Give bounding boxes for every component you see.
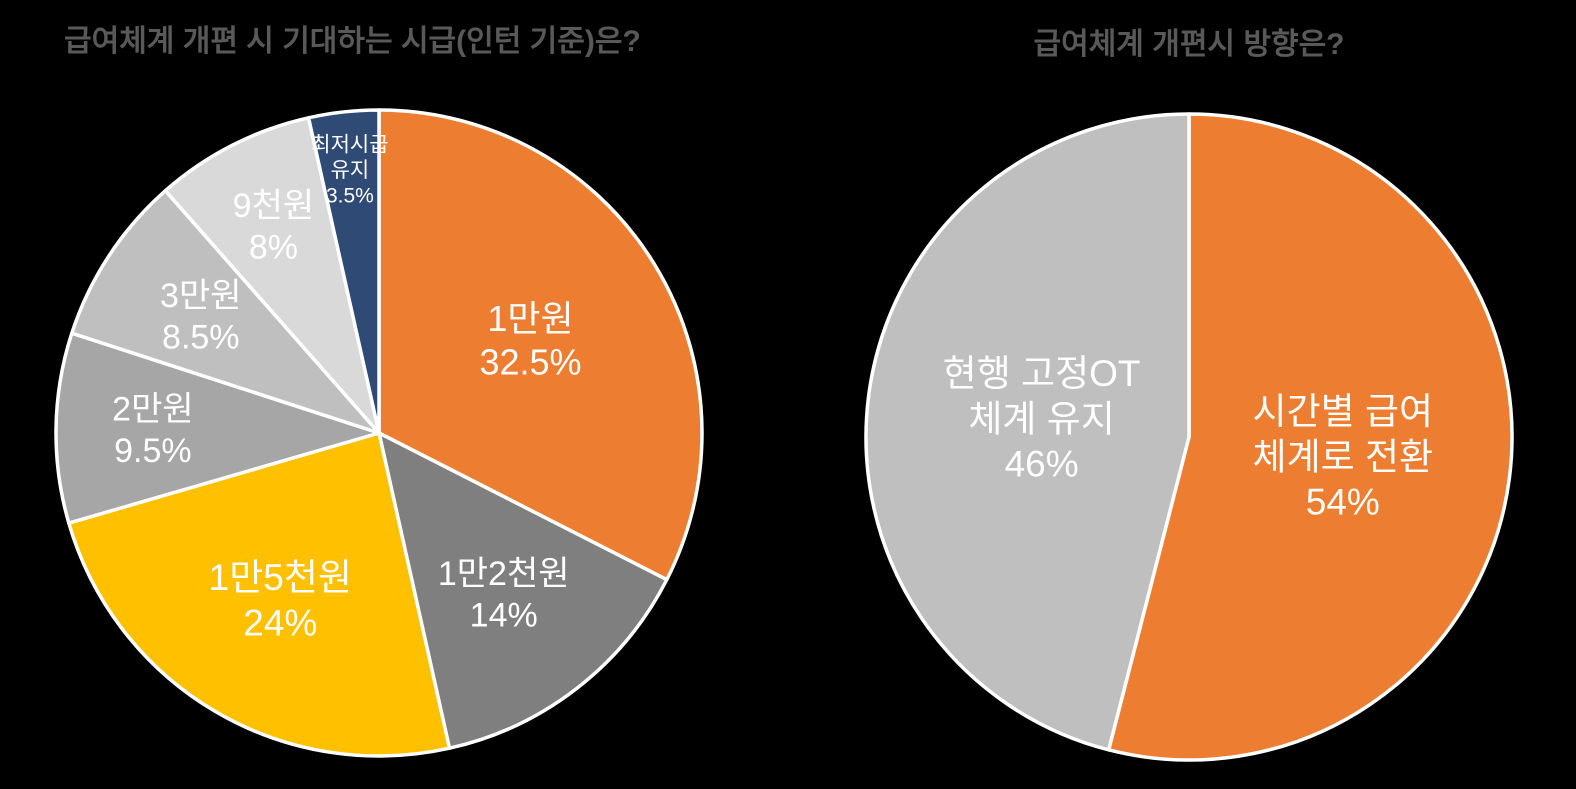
pie-slice-label: 최저시급 유지 3.5% bbox=[311, 133, 388, 207]
pie-slice-6: 최저시급 유지 3.5% bbox=[306, 108, 389, 435]
pie-slice-label: 3만원 8.5% bbox=[160, 277, 241, 357]
left-pie-chart: 1만원 32.5% 1만2천원 14% 1만5천원 24% 2만원 9.5% 3만원 8.5% 9천… bbox=[54, 108, 704, 758]
pie-slice-shape bbox=[1106, 112, 1514, 762]
right-pie-chart: 시간별 급여 체계로 전환 54% 현행 고정OT 체계 유지 46% bbox=[864, 112, 1514, 762]
pie-slice-label: 시간별 급여 체계로 전환 54% bbox=[1253, 391, 1433, 522]
pie-slice-shape bbox=[864, 112, 1191, 752]
pie-slice-0: 시간별 급여 체계로 전환 54% bbox=[1106, 112, 1514, 762]
pie-slice-label: 2만원 9.5% bbox=[112, 391, 193, 471]
pie-slice-shape bbox=[67, 431, 452, 758]
pie-slice-0: 1만원 32.5% bbox=[377, 108, 704, 582]
pie-slice-shape bbox=[377, 431, 669, 750]
pie-slice-1: 현행 고정OT 체계 유지 46% bbox=[864, 112, 1191, 752]
pie-slice-4: 3만원 8.5% bbox=[70, 188, 381, 435]
pie-slice-label: 1만5천원 24% bbox=[209, 557, 352, 643]
pie-slice-shape bbox=[54, 331, 381, 525]
pie-slice-2: 1만5천원 24% bbox=[67, 431, 452, 758]
pie-slice-label: 현행 고정OT 체계 유지 46% bbox=[943, 353, 1141, 484]
pie-slice-label: 1만2천원 14% bbox=[438, 555, 570, 635]
left-chart-title: 급여체계 개편 시 기대하는 시급(인턴 기준)은? bbox=[64, 25, 641, 58]
pie-slice-1: 1만2천원 14% bbox=[377, 431, 669, 750]
pie-slice-shape bbox=[70, 188, 381, 435]
pie-slice-3: 2만원 9.5% bbox=[54, 331, 381, 525]
right-chart-title: 급여체계 개편시 방향은? bbox=[1033, 28, 1345, 61]
pie-slice-label: 1만원 32.5% bbox=[479, 298, 581, 383]
pie-slice-label: 9천원 8% bbox=[233, 187, 314, 267]
pie-slice-shape bbox=[377, 108, 704, 582]
pie-slice-shape bbox=[306, 108, 381, 435]
